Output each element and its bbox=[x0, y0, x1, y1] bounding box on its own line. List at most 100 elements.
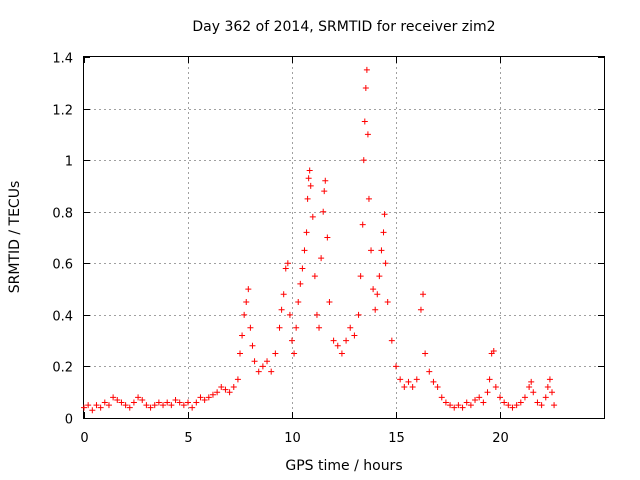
data-point bbox=[497, 394, 503, 401]
data-point bbox=[376, 273, 383, 280]
data-point bbox=[365, 195, 372, 202]
data-point bbox=[168, 402, 175, 409]
data-point bbox=[118, 399, 125, 406]
data-point bbox=[303, 229, 310, 236]
data-point bbox=[526, 384, 533, 391]
data-point bbox=[245, 286, 252, 293]
data-point bbox=[293, 324, 300, 331]
data-point bbox=[528, 378, 535, 385]
data-point bbox=[160, 402, 167, 409]
data-point bbox=[442, 399, 449, 406]
x-tick-label: 20 bbox=[492, 431, 509, 446]
data-point bbox=[105, 402, 112, 409]
data-point bbox=[363, 66, 370, 73]
data-point bbox=[476, 394, 483, 401]
data-point bbox=[272, 350, 279, 357]
data-point bbox=[93, 402, 100, 409]
data-point bbox=[276, 324, 283, 331]
data-point bbox=[382, 260, 389, 267]
data-point bbox=[180, 402, 187, 409]
data-point bbox=[517, 399, 524, 406]
data-point bbox=[135, 394, 142, 401]
data-point bbox=[130, 399, 137, 406]
data-point bbox=[97, 404, 104, 411]
data-point bbox=[351, 332, 358, 339]
data-point bbox=[343, 337, 350, 344]
data-point bbox=[306, 167, 313, 174]
data-point bbox=[305, 175, 312, 182]
data-point bbox=[147, 404, 154, 411]
data-point bbox=[311, 273, 318, 280]
grid-lines bbox=[84, 57, 604, 418]
data-point bbox=[214, 389, 221, 396]
data-point bbox=[295, 298, 302, 305]
data-point bbox=[237, 350, 243, 357]
data-point bbox=[222, 386, 229, 393]
data-point bbox=[264, 358, 271, 365]
data-point bbox=[544, 384, 551, 391]
data-point bbox=[509, 404, 516, 411]
data-point bbox=[189, 404, 196, 411]
data-point bbox=[381, 211, 388, 218]
x-tick-label: 10 bbox=[284, 431, 301, 446]
data-point bbox=[549, 389, 555, 396]
data-point bbox=[330, 337, 337, 344]
data-point bbox=[259, 363, 266, 370]
data-point bbox=[143, 402, 150, 409]
y-tick-label: 1.2 bbox=[52, 104, 73, 119]
data-point bbox=[230, 384, 237, 391]
data-point bbox=[546, 376, 553, 383]
data-point bbox=[110, 394, 117, 401]
data-point bbox=[297, 280, 304, 287]
y-tick-label: 1 bbox=[65, 155, 73, 170]
data-point bbox=[172, 396, 179, 403]
data-point bbox=[405, 378, 412, 385]
y-tick-label: 0.4 bbox=[52, 310, 73, 325]
data-point bbox=[309, 213, 316, 220]
data-point bbox=[451, 404, 458, 411]
data-point bbox=[388, 337, 395, 344]
data-point bbox=[360, 157, 367, 164]
data-point bbox=[438, 394, 445, 401]
data-point bbox=[301, 247, 308, 254]
data-point bbox=[139, 396, 146, 403]
data-point bbox=[542, 394, 549, 401]
data-point bbox=[409, 384, 416, 391]
data-point bbox=[122, 402, 129, 409]
data-point bbox=[291, 350, 298, 357]
data-point bbox=[455, 402, 462, 409]
data-point bbox=[316, 324, 323, 331]
data-point bbox=[347, 324, 354, 331]
data-point bbox=[492, 384, 499, 391]
data-point bbox=[241, 311, 248, 318]
data-point bbox=[459, 404, 466, 411]
data-point bbox=[155, 399, 162, 406]
data-point bbox=[193, 399, 200, 406]
data-point bbox=[205, 394, 212, 401]
data-point bbox=[164, 399, 171, 406]
y-tick-label: 0.8 bbox=[52, 207, 73, 222]
data-point bbox=[313, 311, 320, 318]
data-point bbox=[322, 177, 329, 184]
data-point bbox=[384, 298, 391, 305]
chart-title: Day 362 of 2014, SRMTID for receiver zim… bbox=[192, 19, 495, 35]
data-point bbox=[413, 376, 420, 383]
data-point bbox=[278, 306, 285, 313]
data-point bbox=[280, 291, 287, 298]
data-point bbox=[318, 255, 325, 262]
data-point bbox=[538, 402, 545, 409]
data-point bbox=[362, 84, 369, 91]
data-point bbox=[197, 394, 204, 401]
x-tick-label: 15 bbox=[388, 431, 405, 446]
data-point bbox=[513, 402, 520, 409]
data-point bbox=[239, 332, 246, 339]
y-tick-label: 0 bbox=[65, 413, 73, 428]
data-points bbox=[81, 66, 558, 414]
data-point bbox=[486, 376, 493, 383]
data-point bbox=[334, 342, 341, 349]
y-axis-label: SRMTID / TECUs bbox=[7, 181, 23, 294]
x-axis-label: GPS time / hours bbox=[285, 458, 402, 474]
data-point bbox=[447, 402, 454, 409]
data-point bbox=[364, 131, 371, 138]
data-point bbox=[361, 118, 368, 125]
